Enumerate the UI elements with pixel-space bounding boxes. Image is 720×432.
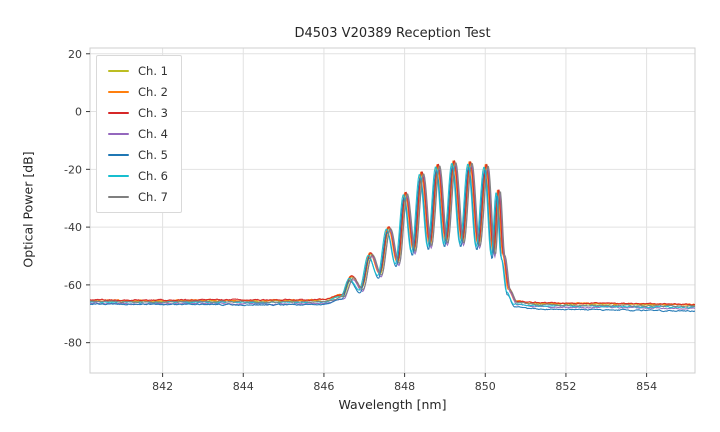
axis-ticks: 842 844 846 848 850 852 854 20 0 -20 -40 -60 -80 [64,48,657,393]
x-tick-label: 852 [555,380,576,393]
legend: Ch. 1 Ch. 2 Ch. 3 Ch. 4 Ch. 5 Ch. 6 Ch. 7 [96,55,182,213]
legend-label: Ch. 1 [138,64,168,78]
x-tick-label: 842 [152,380,173,393]
y-tick-label: -80 [64,337,82,350]
legend-label: Ch. 7 [138,190,168,204]
legend-swatch-icon [108,90,129,94]
y-tick-label: 0 [75,106,82,119]
legend-swatch-icon [108,174,129,178]
legend-swatch-icon [108,132,129,136]
y-tick-label: -20 [64,163,82,176]
gridlines [90,48,695,373]
legend-label: Ch. 2 [138,85,168,99]
y-tick-label: -40 [64,221,82,234]
x-axis-label: Wavelength [nm] [338,397,447,412]
legend-item-5: Ch. 5 [108,148,168,162]
legend-label: Ch. 4 [138,127,168,141]
y-axis-label: Optical Power [dB] [20,151,36,268]
x-tick-label: 854 [636,380,657,393]
legend-label: Ch. 6 [138,169,168,183]
chart-title: D4503 V20389 Reception Test [294,26,491,41]
legend-item-3: Ch. 3 [108,106,168,120]
x-tick-label: 848 [394,380,415,393]
legend-item-7: Ch. 7 [108,190,168,204]
legend-swatch-icon [108,69,129,73]
x-tick-label: 846 [313,380,334,393]
series-line-ch-6 [90,162,695,309]
legend-swatch-icon [108,153,129,157]
series-line-ch-7 [90,162,695,308]
x-tick-label: 844 [233,380,254,393]
x-tick-label: 850 [475,380,496,393]
legend-label: Ch. 3 [138,106,168,120]
y-tick-label: 20 [68,48,82,61]
legend-item-1: Ch. 1 [108,64,168,78]
legend-item-4: Ch. 4 [108,127,168,141]
legend-label: Ch. 5 [138,148,168,162]
legend-swatch-icon [108,111,129,115]
plot-frame [89,47,696,374]
legend-item-6: Ch. 6 [108,169,168,183]
legend-item-2: Ch. 2 [108,85,168,99]
legend-swatch-icon [108,195,129,199]
y-tick-label: -60 [64,279,82,292]
